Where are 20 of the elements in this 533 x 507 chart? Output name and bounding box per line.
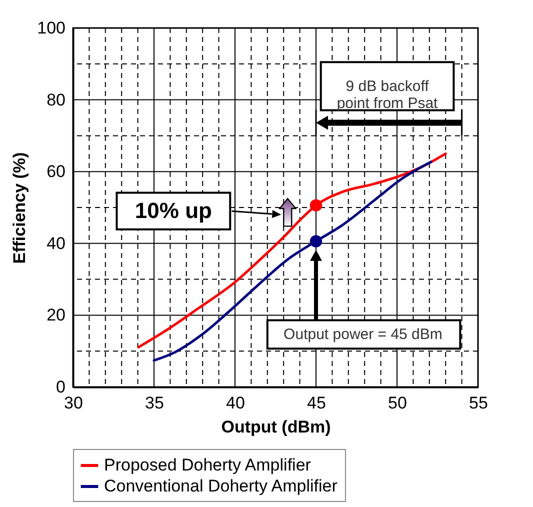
y-tick-label: 20 (46, 306, 66, 325)
y-tick-label: 0 (56, 378, 66, 396)
legend-label: Proposed Doherty Amplifier (104, 456, 312, 474)
x-tick-label: 55 (469, 394, 488, 412)
x-tick-label: 30 (64, 394, 83, 412)
line-series (137, 152, 447, 348)
y-tick-label: 60 (46, 162, 66, 182)
x-tick-label: 40 (226, 394, 245, 412)
legend-label: Conventional Doherty Amplifier (104, 476, 338, 496)
x-tick-label: 45 (307, 394, 326, 412)
annotation: Output power = 45 dBm (284, 326, 442, 344)
y-tick-label: 40 (46, 234, 66, 253)
annotation: 10% up (134, 198, 212, 224)
y-axis-title: Efficiency (%) (10, 152, 30, 264)
y-tick-label: 100 (37, 18, 66, 38)
x-axis-title: Output (dBm) (221, 418, 331, 436)
y-tick-label: 80 (46, 90, 66, 110)
x-tick-label: 35 (145, 394, 164, 412)
annotation: 9 dB backoff point from Psat (336, 78, 439, 112)
x-tick-label: 50 (388, 394, 407, 412)
